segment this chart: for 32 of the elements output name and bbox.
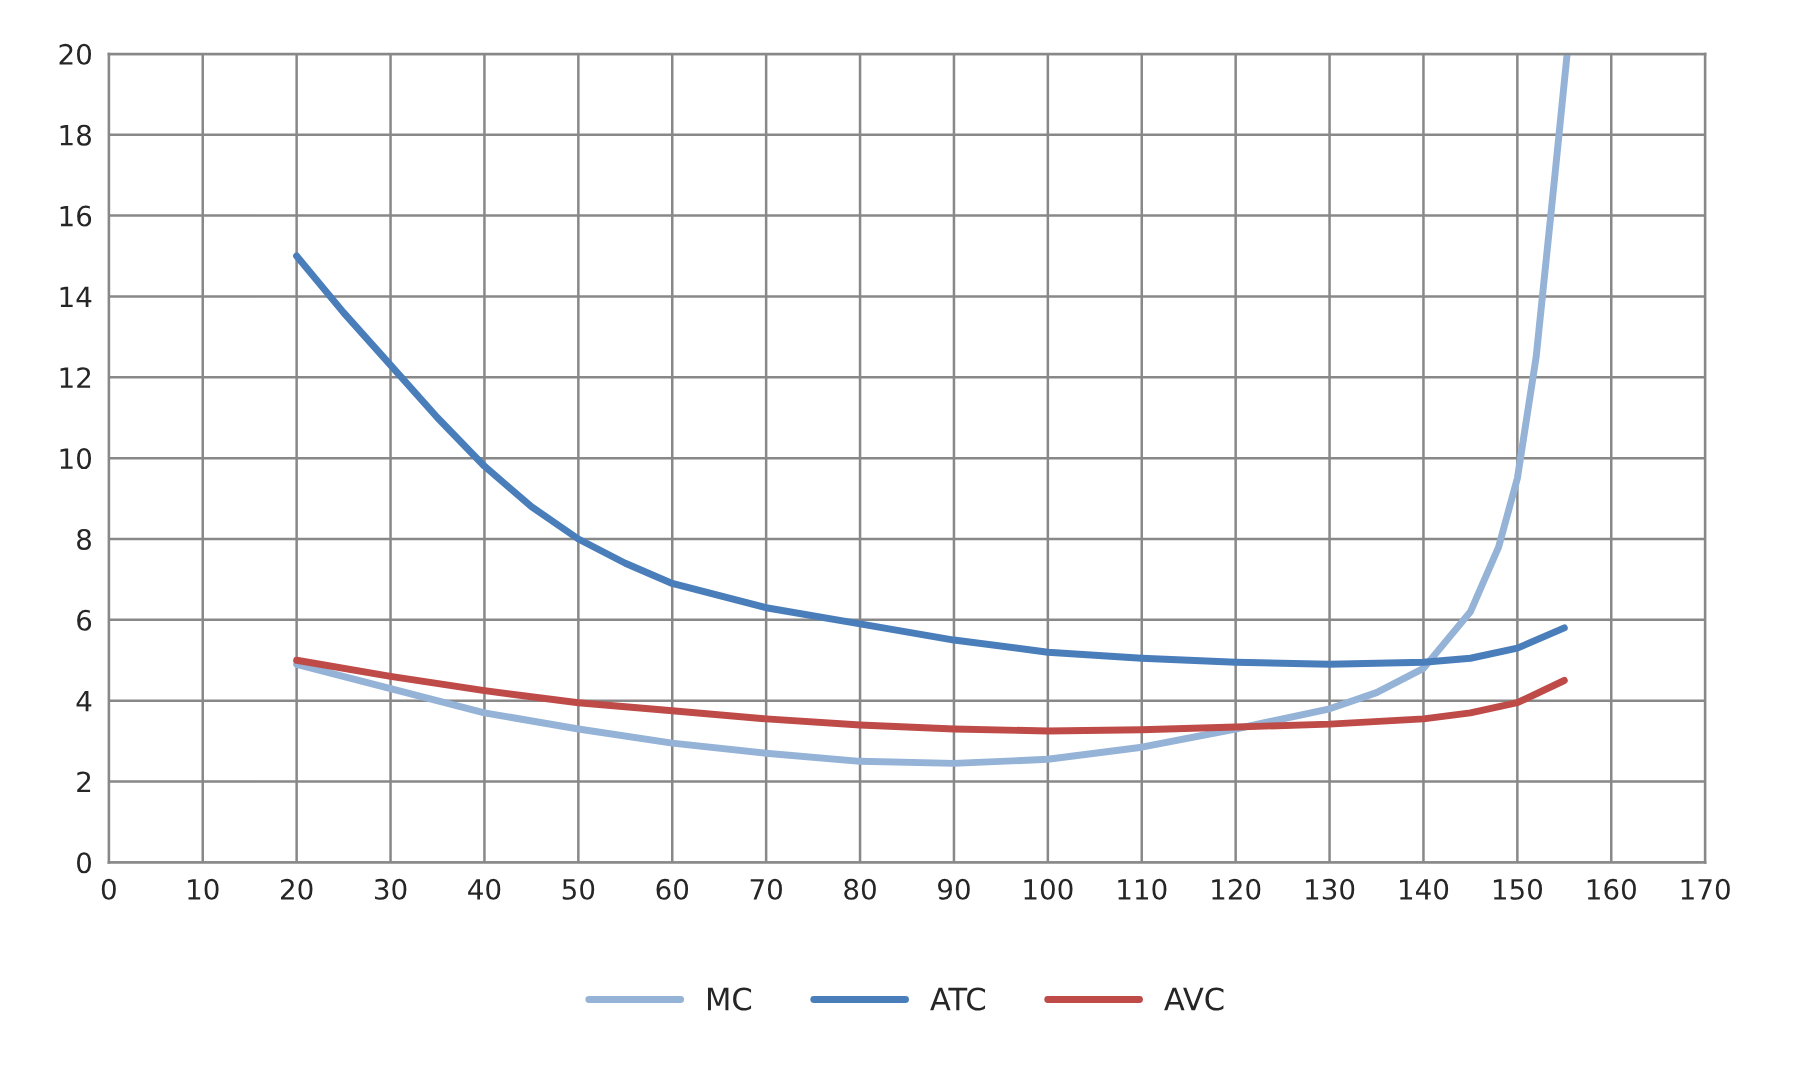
x-tick-label: 50 xyxy=(562,878,595,900)
y-tick-label: 12 xyxy=(60,367,91,388)
x-tick-label: 110 xyxy=(1118,878,1167,900)
x-tick-label: 20 xyxy=(281,878,313,900)
y-tick-label: 14 xyxy=(60,286,92,307)
y-tick-label: 0 xyxy=(77,852,92,874)
legend-label: ATC xyxy=(930,987,986,1011)
x-tick-label: 40 xyxy=(468,878,501,900)
legend-label: AVC xyxy=(1164,987,1224,1011)
y-tick-label: 16 xyxy=(60,205,92,227)
y-tick-label: 10 xyxy=(60,448,92,470)
x-tick-label: 30 xyxy=(374,878,407,900)
x-tick-label: 60 xyxy=(656,878,689,900)
legend-label: MC xyxy=(708,987,752,1011)
y-tick-label: 20 xyxy=(59,43,92,65)
x-tick-label: 120 xyxy=(1212,878,1261,900)
x-tick-label: 70 xyxy=(750,878,782,900)
x-tick-label: 10 xyxy=(188,878,219,900)
x-tick-label: 150 xyxy=(1493,878,1543,900)
y-tick-label: 8 xyxy=(77,528,91,550)
x-tick-label: 130 xyxy=(1306,878,1355,900)
y-tick-label: 18 xyxy=(60,124,91,146)
y-tick-label: 4 xyxy=(76,691,92,712)
x-tick-label: 140 xyxy=(1400,878,1449,900)
x-tick-label: 170 xyxy=(1681,878,1730,900)
x-tick-label: 90 xyxy=(938,878,970,900)
x-tick-label: 80 xyxy=(844,878,876,900)
y-tick-label: 6 xyxy=(77,609,92,631)
x-tick-label: 160 xyxy=(1587,878,1636,900)
y-tick-label: 2 xyxy=(77,771,91,793)
x-tick-label: 0 xyxy=(101,878,116,900)
x-tick-label: 100 xyxy=(1024,878,1073,900)
